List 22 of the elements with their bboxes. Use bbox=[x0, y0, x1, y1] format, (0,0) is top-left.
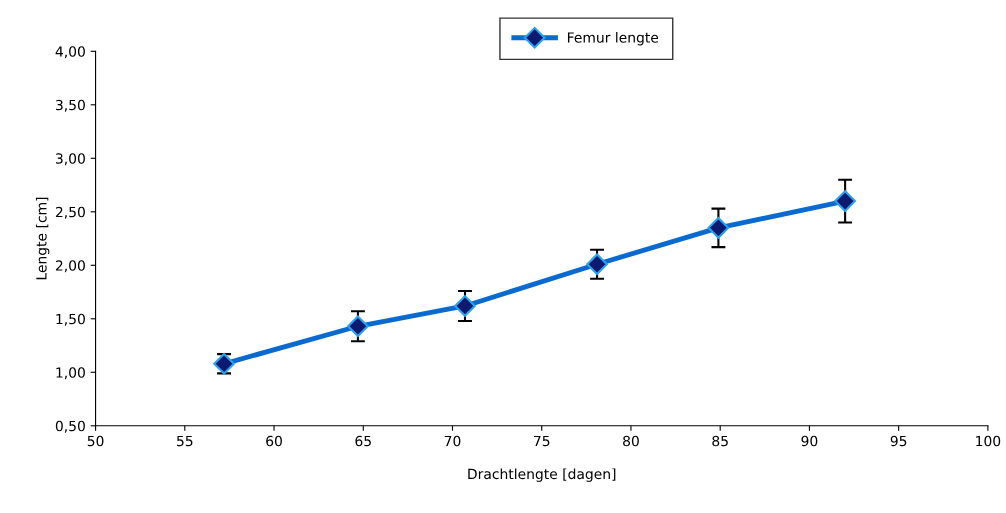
x-tick-label: 85 bbox=[712, 435, 728, 447]
x-tick-label: 80 bbox=[623, 435, 639, 447]
y-tick-label: 3,50 bbox=[55, 99, 85, 112]
y-tick-label: 1,50 bbox=[56, 313, 85, 326]
x-tick-label: 75 bbox=[534, 435, 550, 447]
y-tick-label: 2,50 bbox=[55, 206, 85, 219]
y-tick-label: 2,00 bbox=[55, 260, 85, 273]
x-tick-label: 50 bbox=[87, 435, 104, 447]
x-axis-title: Drachtlengte [dagen] bbox=[468, 468, 616, 482]
x-tick-label: 60 bbox=[266, 435, 282, 447]
x-tick-label: 100 bbox=[976, 435, 1001, 447]
y-tick-label: 0,50 bbox=[55, 420, 85, 433]
x-tick-label: 95 bbox=[890, 435, 907, 447]
x-tick-label: 70 bbox=[444, 435, 461, 447]
x-tick-label: 65 bbox=[355, 435, 371, 447]
y-axis-title: Lengte [cm] bbox=[35, 197, 50, 280]
x-tick-label: 55 bbox=[177, 435, 193, 447]
y-tick-label: 4,00 bbox=[55, 46, 85, 59]
x-tick-label: 90 bbox=[801, 435, 818, 447]
y-tick-label: 3,00 bbox=[55, 153, 85, 166]
y-tick-label: 1,00 bbox=[56, 367, 85, 380]
legend-label: Femur lengte bbox=[567, 32, 659, 46]
